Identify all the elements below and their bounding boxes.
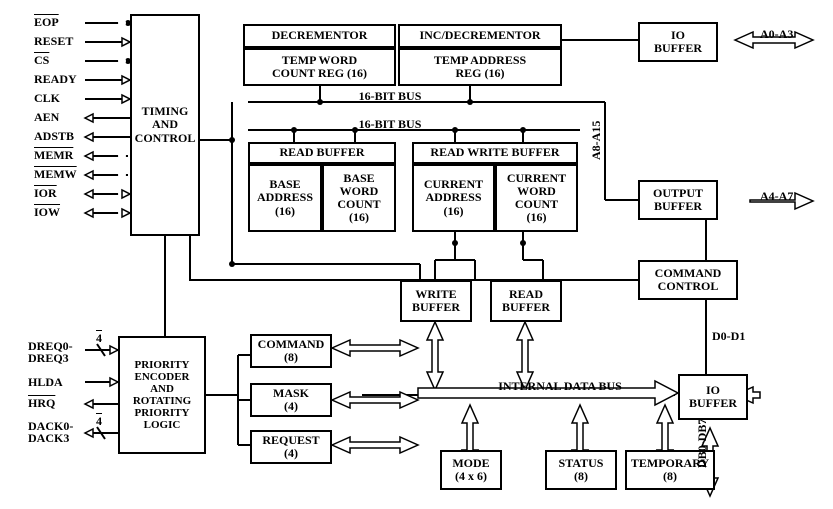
block-request-reg: REQUEST (4): [250, 430, 332, 464]
block-io-buffer-bottom: IO BUFFER: [678, 374, 748, 420]
block-command-reg: COMMAND (8): [250, 334, 332, 368]
signal-hlda: HLDA: [28, 376, 63, 388]
block-current-address: CURRENT ADDRESS (16): [412, 164, 495, 232]
signal-iow: IOW: [34, 206, 60, 218]
label-db0db7: DB0-DB7: [696, 419, 708, 468]
block-current-word-count: CURRENT WORD COUNT (16): [495, 164, 578, 232]
block-base-word-count: BASE WORD COUNT (16): [322, 164, 396, 232]
signal-hrq: HRQ: [28, 397, 55, 409]
signal-memr: MEMR: [34, 149, 73, 161]
label-16bit-bus-b: 16-BIT BUS: [330, 118, 450, 130]
signal-adstb: ADSTB: [34, 130, 74, 142]
block-mask-reg: MASK (4): [250, 383, 332, 417]
signal-eop: EOP: [34, 16, 59, 28]
slash4-b: 4: [96, 415, 102, 427]
block-mode-reg: MODE (4 x 6): [440, 450, 502, 490]
signal-cs: CS: [34, 54, 49, 66]
label-d0d1: D0-D1: [712, 330, 745, 342]
signal-memw: MEMW: [34, 168, 77, 180]
signal-dack: DACK0- DACK3: [28, 420, 83, 444]
slash4-a: 4: [96, 332, 102, 344]
block-read-buffer-header: READ BUFFER: [248, 142, 396, 164]
signal-ready: READY: [34, 73, 77, 85]
block-temp-address: TEMP ADDRESS REG (16): [398, 48, 562, 86]
block-output-buffer: OUTPUT BUFFER: [638, 180, 718, 220]
signal-clk: CLK: [34, 92, 60, 104]
block-inc-decrementor: INC/DECREMENTOR: [398, 24, 562, 48]
block-read-buffer: READ BUFFER: [490, 280, 562, 322]
block-io-buffer-top: IO BUFFER: [638, 22, 718, 62]
signal-reset: RESET: [34, 35, 73, 47]
block-write-buffer: WRITE BUFFER: [400, 280, 472, 322]
block-priority-logic: PRIORITY ENCODER AND ROTATING PRIORITY L…: [118, 336, 206, 454]
block-temp-word-count: TEMP WORD COUNT REG (16): [243, 48, 396, 86]
signal-aen: AEN: [34, 111, 59, 123]
label-internal-bus: INTERNAL DATA BUS: [460, 380, 660, 392]
signal-dreq: DREQ0- DREQ3: [28, 340, 83, 364]
block-timing-control: TIMING AND CONTROL: [130, 14, 200, 236]
block-base-address: BASE ADDRESS (16): [248, 164, 322, 232]
block-status-reg: STATUS (8): [545, 450, 617, 490]
block-decrementor: DECREMENTOR: [243, 24, 396, 48]
label-a4a7: A4-A7: [760, 190, 793, 202]
signal-ior: IOR: [34, 187, 57, 199]
block-read-write-buffer-header: READ WRITE BUFFER: [412, 142, 578, 164]
block-command-control: COMMAND CONTROL: [638, 260, 738, 300]
label-16bit-bus-a: 16-BIT BUS: [330, 90, 450, 102]
label-a0a3: A0-A3: [760, 28, 793, 40]
label-a8a15: A8-A15: [590, 121, 602, 160]
